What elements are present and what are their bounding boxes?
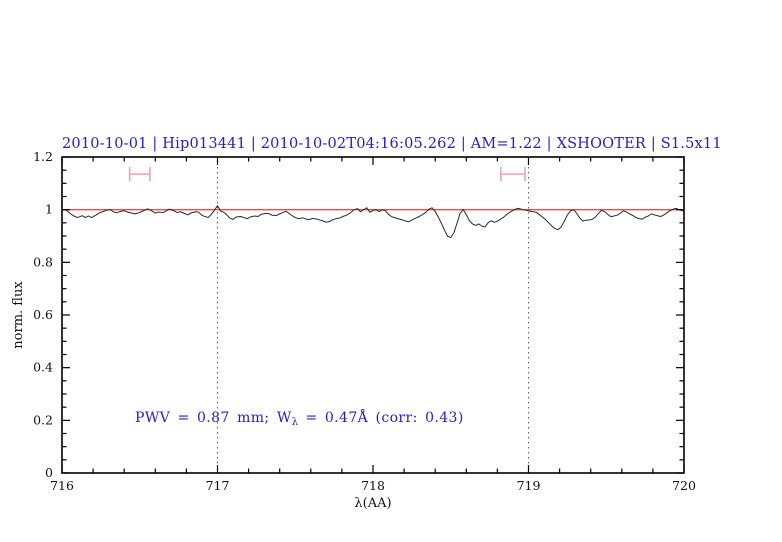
y-tick-label: 1 (45, 202, 53, 217)
y-tick-label: 0.2 (33, 412, 53, 427)
chart-title: 2010-10-01 | Hip013441 | 2010-10-02T04:1… (62, 136, 722, 152)
y-tick-label: 0 (45, 465, 53, 480)
x-tick-label: 720 (672, 478, 696, 493)
y-tick-label: 0.6 (33, 307, 53, 322)
pwv-annotation: PWV = 0.87 mm; Wλ = 0.47Å (corr: 0.43) (135, 409, 464, 432)
y-axis-label: norm. flux (11, 281, 26, 349)
y-tick-label: 0.4 (33, 360, 53, 375)
y-tick-label: 1.2 (33, 149, 53, 164)
x-tick-label: 716 (50, 478, 74, 493)
pwv-annotation-prefix: PWV = 0.87 mm; W (135, 410, 292, 426)
x-tick-label: 718 (361, 478, 385, 493)
spectrum-line (61, 205, 685, 239)
y-tick-label: 0.8 (33, 254, 53, 269)
x-tick-label: 717 (206, 478, 230, 493)
lambda-subscript: λ (291, 417, 299, 428)
x-tick-label: 719 (517, 478, 541, 493)
x-axis-label: λ(AA) (354, 496, 392, 511)
pwv-annotation-suffix: = 0.47Å (corr: 0.43) (298, 410, 464, 426)
